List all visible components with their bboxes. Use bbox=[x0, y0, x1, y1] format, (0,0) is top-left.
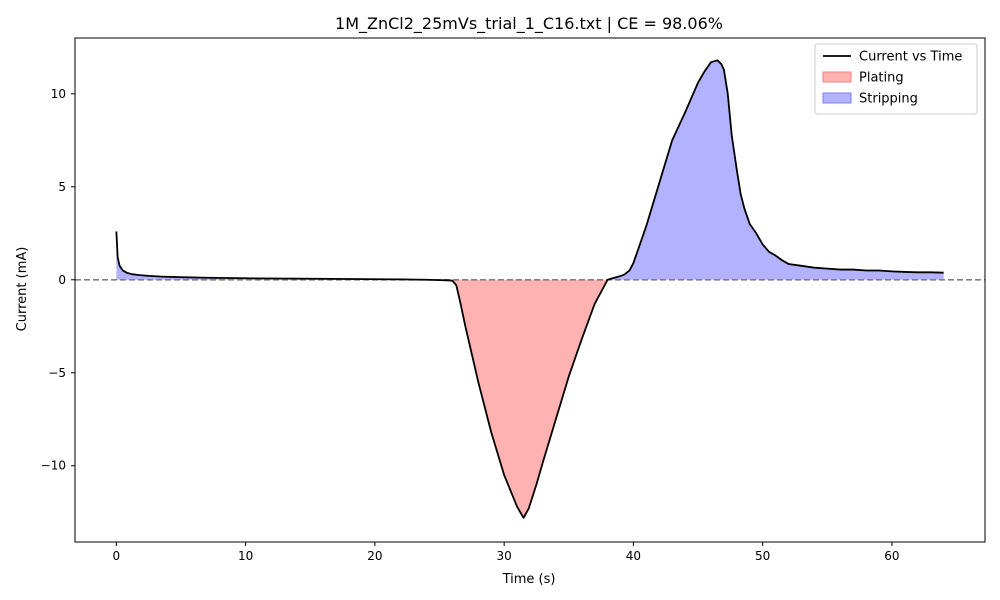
legend-label: Stripping bbox=[859, 92, 918, 107]
y-tick-label: −10 bbox=[41, 459, 66, 473]
x-tick-label: 60 bbox=[884, 549, 899, 563]
plot-area bbox=[74, 37, 986, 543]
x-tick-label: 10 bbox=[238, 549, 253, 563]
x-axis: 0 10 20 30 40 50 60 bbox=[113, 542, 900, 563]
y-axis: −10 −5 0 5 10 bbox=[41, 87, 75, 473]
x-tick-label: 0 bbox=[113, 549, 121, 563]
stripping-area bbox=[116, 60, 944, 280]
y-axis-label: Current (mA) bbox=[15, 247, 30, 332]
x-tick-label: 20 bbox=[367, 549, 382, 563]
chart-title: 1M_ZnCl2_25mVs_trial_1_C16.txt | CE = 98… bbox=[335, 14, 723, 34]
legend-box bbox=[814, 43, 978, 115]
x-tick-label: 30 bbox=[497, 549, 512, 563]
y-tick-label: 10 bbox=[51, 87, 66, 101]
legend-swatch-patch bbox=[822, 92, 852, 104]
x-tick-label: 50 bbox=[755, 549, 770, 563]
legend-label: Plating bbox=[859, 71, 904, 86]
y-tick-label: −5 bbox=[48, 366, 66, 380]
x-tick-label: 40 bbox=[626, 549, 641, 563]
legend-swatch-patch bbox=[822, 71, 852, 83]
current-vs-time-line bbox=[115, 59, 944, 519]
legend: Current vs Time Plating Stripping bbox=[814, 43, 978, 115]
y-tick-label: 0 bbox=[58, 273, 66, 287]
y-tick-label: 5 bbox=[58, 180, 66, 194]
axes-frame bbox=[74, 37, 986, 543]
x-axis-label: Time (s) bbox=[502, 572, 556, 587]
legend-label: Current vs Time bbox=[859, 50, 962, 65]
plating-area bbox=[426, 279, 608, 518]
